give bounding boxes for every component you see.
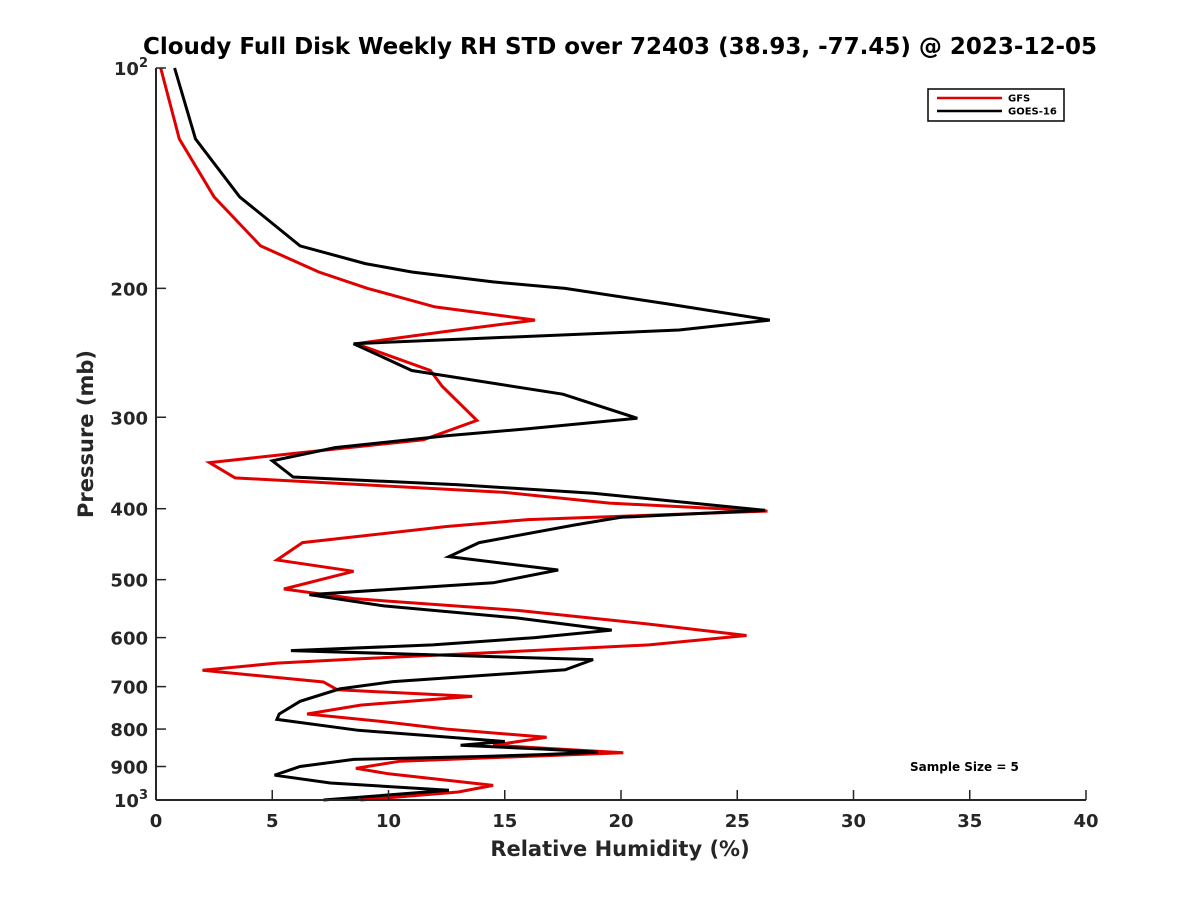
legend: GFS GOES-16: [927, 88, 1065, 122]
y-tick-label: 103: [114, 788, 148, 812]
x-tick-label: 30: [841, 811, 866, 832]
x-tick-label: 35: [957, 811, 982, 832]
x-tick-label: 5: [266, 811, 279, 832]
x-tick-label: 10: [376, 811, 401, 832]
legend-label-gfs: GFS: [1008, 94, 1030, 105]
y-tick-label: 900: [110, 758, 148, 779]
x-tick-label: 25: [725, 811, 750, 832]
y-tick-label: 500: [110, 571, 148, 592]
series-line-goes16: [173, 67, 771, 802]
x-tick-label: 20: [608, 811, 633, 832]
y-tick-label: 300: [110, 408, 148, 429]
y-axis-label: Pressure (mb): [74, 350, 98, 518]
x-tick-label: 40: [1073, 811, 1098, 832]
y-tick-label: 400: [110, 500, 148, 521]
legend-box: [927, 88, 1065, 122]
y-tick-label: 600: [110, 629, 148, 650]
plot-lines: [159, 67, 771, 802]
y-tick-label: 800: [110, 720, 148, 741]
y-tick-label: 200: [110, 279, 148, 300]
legend-label-goes16: GOES-16: [1008, 107, 1057, 118]
y-ticks: 102 200 300 400 500 600 700 800 900 103: [110, 56, 166, 812]
x-ticks: 0 5 10 15 20 25 30 35 40: [150, 790, 1099, 832]
y-tick-label: 700: [110, 678, 148, 699]
x-axis-label: Relative Humidity (%): [490, 837, 749, 861]
chart-title: Cloudy Full Disk Weekly RH STD over 7240…: [143, 34, 1097, 60]
sample-size-annotation: Sample Size = 5: [910, 760, 1019, 774]
x-tick-label: 0: [150, 811, 163, 832]
y-tick-label: 102: [114, 56, 148, 80]
x-tick-label: 15: [492, 811, 517, 832]
